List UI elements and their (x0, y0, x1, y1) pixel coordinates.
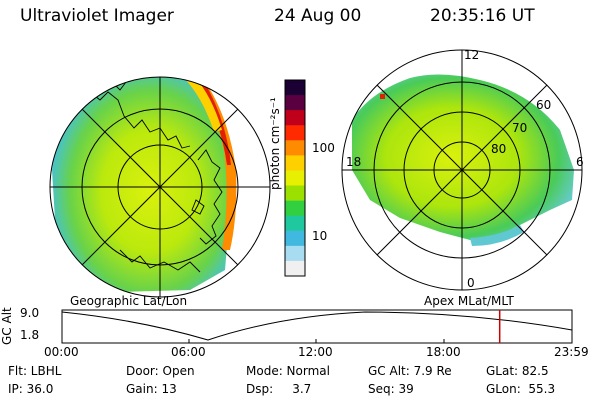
colorbar-swatch (285, 185, 305, 202)
colorbar-swatch (285, 245, 305, 262)
colorbar-swatch (285, 230, 305, 247)
info-door: Door: Open (126, 364, 195, 378)
date-label: 24 Aug 00 (274, 6, 362, 26)
altitude-xtick-1200: 12:00 (298, 345, 333, 359)
mlat-label-60: 60 (536, 98, 552, 112)
left-map-caption: Geographic Lat/Lon (70, 294, 188, 308)
info-gain: Gain: 13 (126, 382, 177, 396)
colorbar-swatch (285, 95, 305, 111)
right-map-caption: Apex MLat/MLT (424, 294, 514, 308)
info-gc-alt: GC Alt: 7.9 Re (368, 364, 452, 378)
altitude-curve (61, 311, 573, 341)
colorbar-swatch (285, 110, 305, 126)
mlt-label-6: 6 (576, 155, 584, 169)
colorbar-swatch (285, 125, 305, 141)
left-geographic-map (52, 77, 237, 292)
mlt-label-18: 18 (346, 155, 362, 169)
altitude-ytick-1: 1.8 (20, 328, 40, 342)
colorbar-swatch (285, 260, 305, 277)
instrument-title: Ultraviolet Imager (20, 6, 174, 26)
time-label: 20:35:16 UT (430, 6, 535, 26)
altitude-xtick-2359: 23:59 (554, 345, 589, 359)
altitude-xtick-0000: 00:00 (44, 345, 79, 359)
info-mode: Mode: Normal (246, 364, 330, 378)
colorbar-swatch (285, 200, 305, 217)
altitude-ylabel: GC Alt (0, 307, 14, 345)
info-ip: IP: 36.0 (8, 382, 54, 396)
colorbar-swatch (285, 140, 305, 156)
mlat-label-80: 80 (491, 142, 507, 156)
info-glon: GLon: 55.3 (486, 382, 556, 396)
colorbar-frame (284, 79, 306, 277)
colorbar-swatch (285, 215, 305, 232)
info-glat: GLat: 82.5 (486, 364, 549, 378)
colorbar-swatch (285, 80, 305, 96)
info-seq: Seq: 39 (368, 382, 414, 396)
info-flt: Flt: LBHL (8, 364, 62, 378)
altitude-xtick-0600: 06:00 (171, 345, 206, 359)
colorbar-tick-10: 10 (312, 229, 328, 243)
colorbar-swatch (285, 155, 305, 171)
info-dsp: Dsp: 3.7 (246, 382, 312, 396)
right-grid (341, 49, 583, 291)
altitude-plot (61, 309, 573, 344)
colorbar (285, 80, 305, 277)
mlt-label-0: 0 (467, 276, 475, 290)
colorbar-tick-100: 100 (312, 141, 335, 155)
colorbar-swatch (285, 170, 305, 187)
altitude-xtick-1800: 18:00 (426, 345, 461, 359)
colorbar-unit-label: photon cm⁻²s⁻¹ (268, 97, 282, 190)
mlt-label-12: 12 (464, 48, 480, 62)
altitude-ytick-9: 9.0 (20, 306, 40, 320)
mlat-label-70: 70 (512, 121, 528, 135)
left-grid (49, 76, 271, 298)
